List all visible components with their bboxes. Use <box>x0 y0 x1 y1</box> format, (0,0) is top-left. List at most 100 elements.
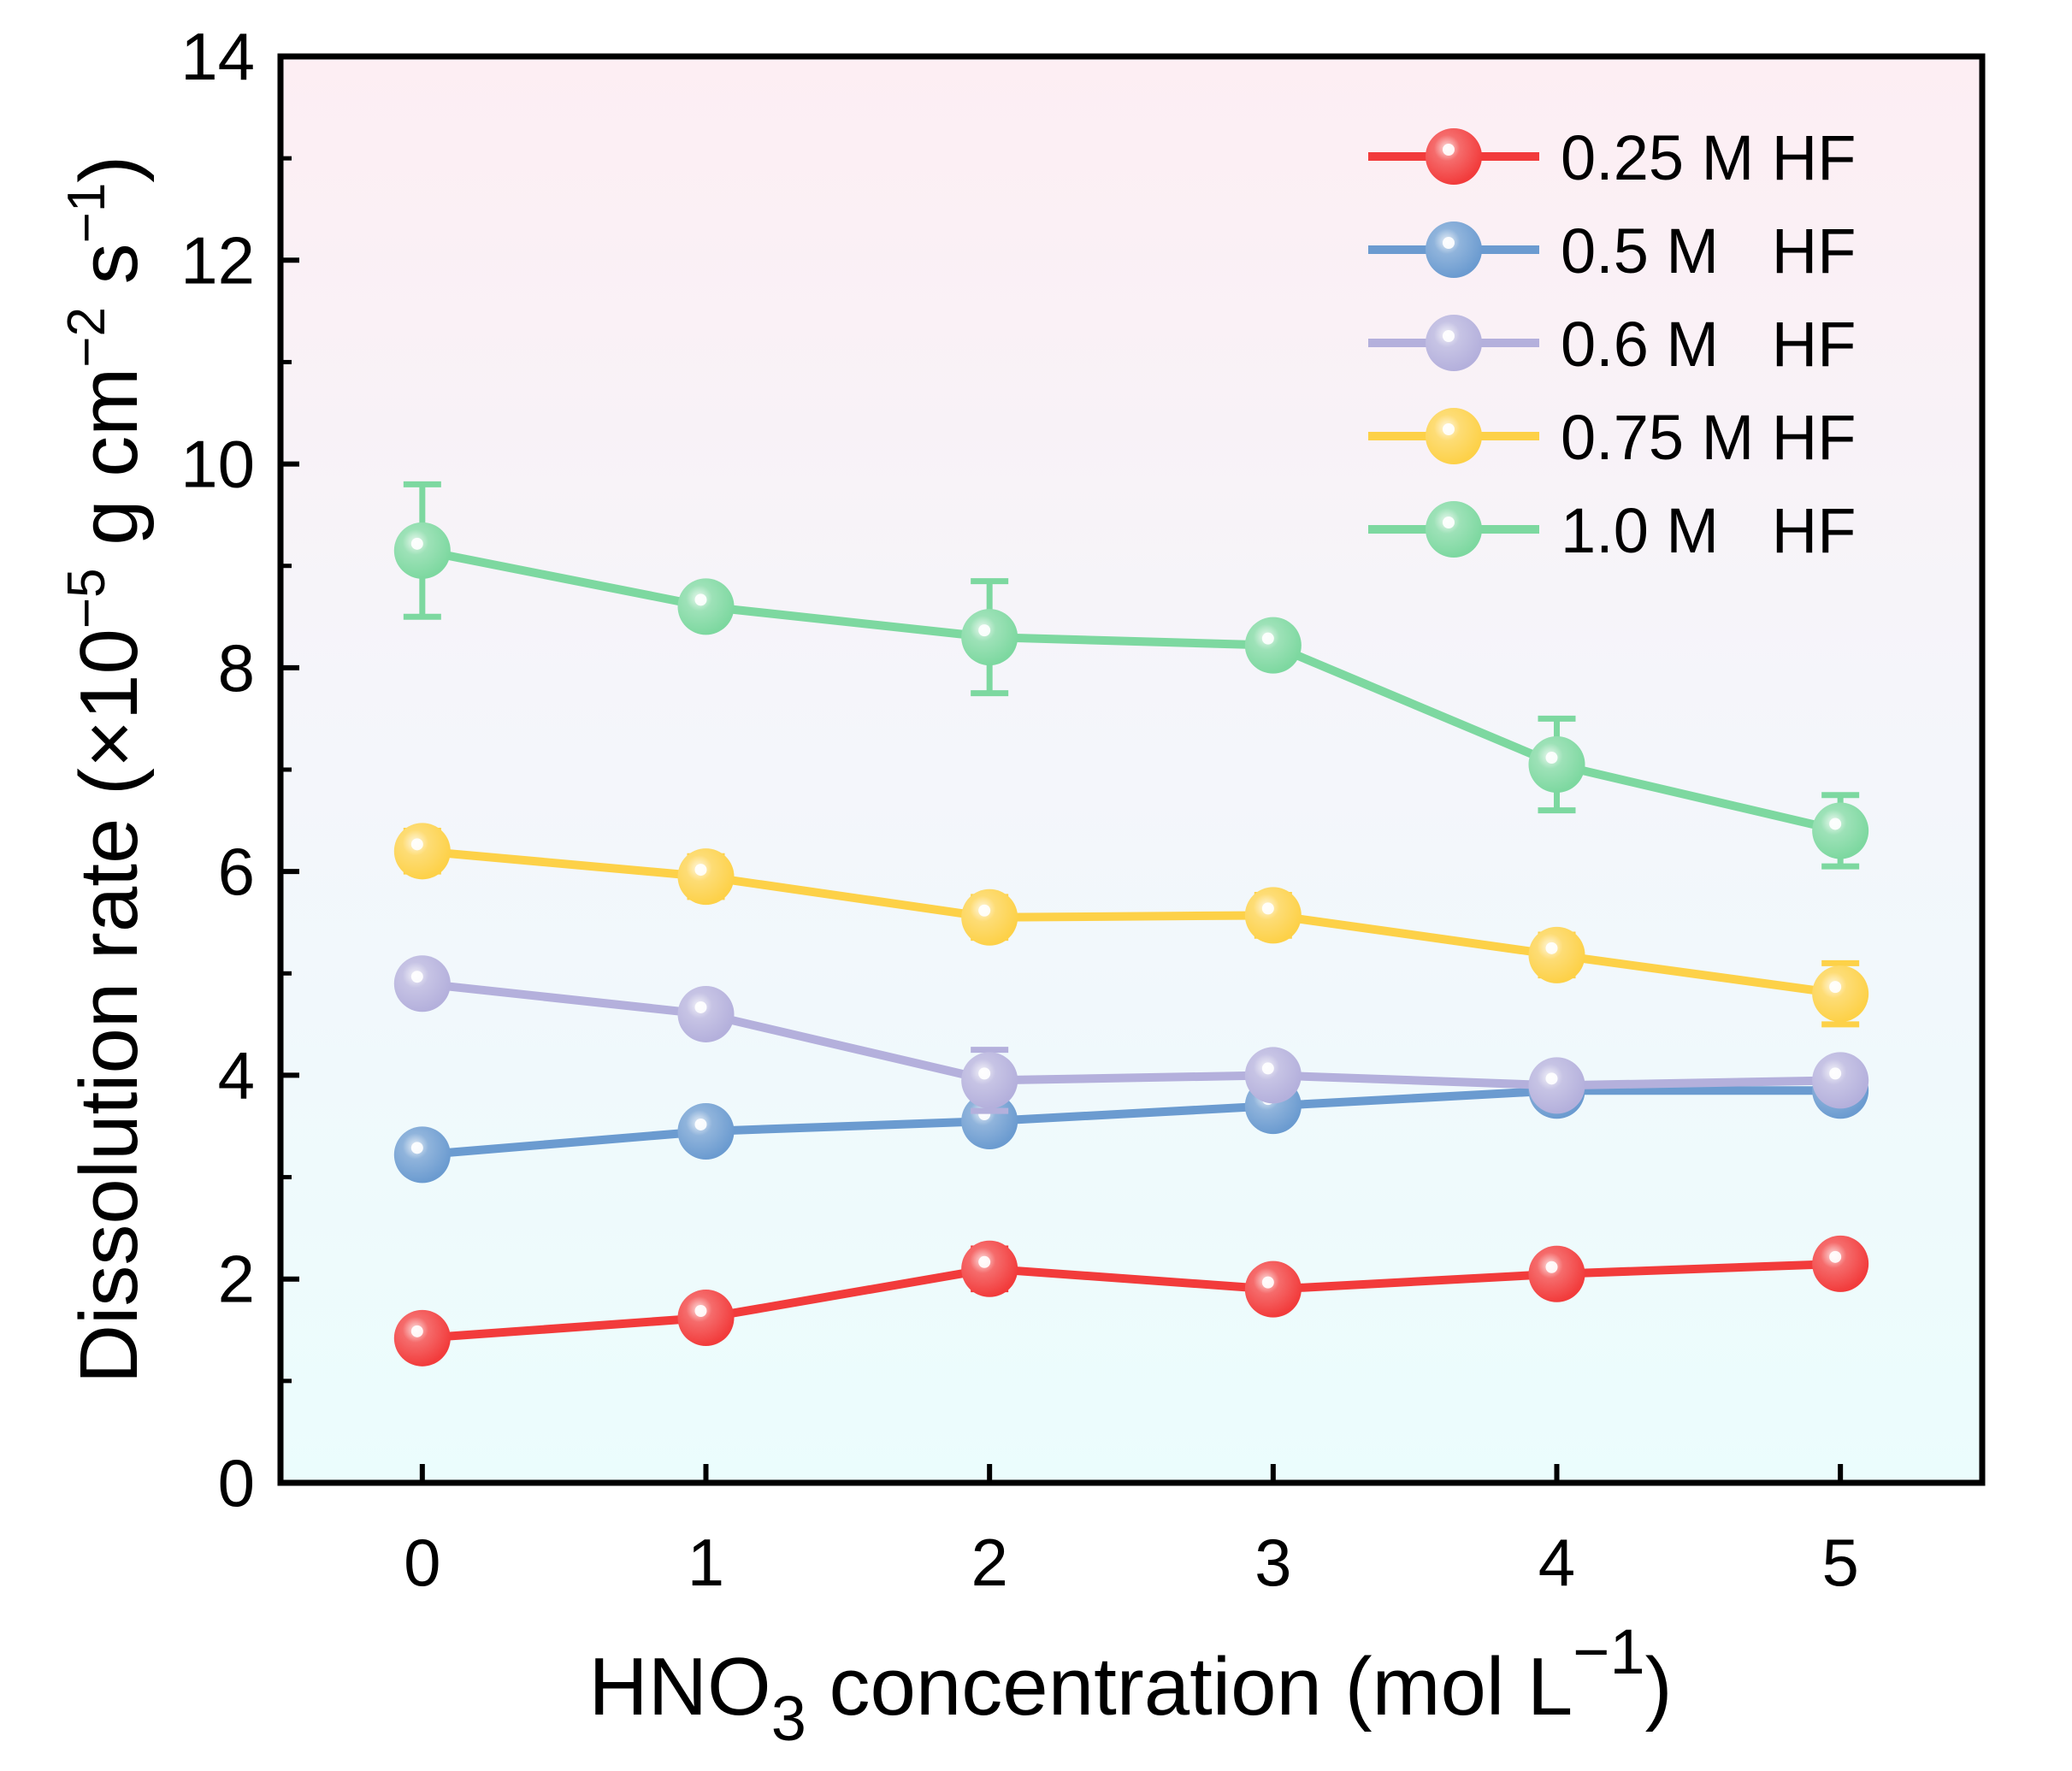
data-point-highlight <box>393 1309 451 1367</box>
data-point-glint <box>410 971 423 983</box>
data-point-highlight <box>677 848 735 906</box>
legend-marker-glint <box>1443 517 1455 528</box>
legend-label: 0.25 M HF <box>1561 122 1856 193</box>
data-point-glint <box>1545 752 1558 764</box>
data-point-glint <box>1545 1072 1558 1085</box>
series-2 <box>393 955 1869 1114</box>
data-point-highlight <box>677 578 735 635</box>
data-point-glint <box>1545 942 1558 954</box>
plot-background <box>280 56 1982 1483</box>
data-point-highlight <box>1528 1245 1585 1302</box>
data-point-highlight <box>1528 1057 1585 1114</box>
x-tick-label: 3 <box>1254 1525 1291 1600</box>
legend-item-2: 0.6 M HF <box>1368 309 1856 380</box>
series-line <box>421 546 1842 835</box>
y-tick-label: 10 <box>180 427 255 502</box>
data-point-highlight <box>393 1126 451 1184</box>
data-point-glint <box>694 864 707 877</box>
series-line <box>422 847 1841 999</box>
y-axis-title-sup1: −5 <box>57 568 116 629</box>
legend-item-4: 1.0 M HF <box>1368 495 1856 566</box>
y-axis-title-sup2: −2 <box>57 307 116 368</box>
data-point-highlight <box>1528 926 1585 983</box>
data-point-highlight <box>1244 1260 1302 1318</box>
y-axis-title-text: Dissolution rate (×10 <box>63 629 155 1384</box>
data-point-glint <box>1829 1250 1842 1263</box>
data-point-glint <box>694 593 707 606</box>
data-point-highlight <box>1244 887 1302 944</box>
series-3 <box>393 823 1869 1028</box>
x-tick-label: 1 <box>688 1525 724 1600</box>
legend-marker-glint <box>1443 330 1455 342</box>
data-point-highlight <box>677 1289 735 1346</box>
data-point-glint <box>978 624 991 637</box>
y-axis-title-unit-s: s <box>63 243 155 307</box>
legend-marker-highlight <box>1426 221 1482 278</box>
legend-marker-highlight <box>1426 408 1482 464</box>
legend-item-1: 0.5 M HF <box>1368 215 1856 286</box>
y-tick-label: 8 <box>218 630 255 705</box>
x-axis-title-sup: −1 <box>1573 1616 1644 1687</box>
data-point-highlight <box>393 955 451 1012</box>
legend-marker-glint <box>1443 237 1455 249</box>
data-point-glint <box>1829 818 1842 830</box>
data-point-glint <box>978 1255 991 1268</box>
data-point-glint <box>410 1142 423 1154</box>
legend-marker-glint <box>1443 144 1455 156</box>
data-point-glint <box>1261 1276 1274 1289</box>
data-point-highlight <box>1812 1235 1869 1292</box>
data-point-glint <box>694 1304 707 1317</box>
legend-label: 0.6 M HF <box>1561 309 1856 380</box>
data-point-glint <box>978 904 991 917</box>
y-axis-title-unit-g: g cm <box>63 368 155 569</box>
data-point-highlight <box>1812 965 1869 1023</box>
x-axis-title: HNO3 concentration (mol L−1) <box>588 1616 1672 1754</box>
y-axis-title-sup3: −1 <box>57 183 116 244</box>
x-tick-label: 5 <box>1821 1525 1858 1600</box>
series-line <box>422 1259 1841 1343</box>
series-4 <box>393 481 1869 870</box>
series-line <box>422 979 1841 1090</box>
x-tick-label: 0 <box>404 1525 440 1600</box>
legend-label: 0.75 M HF <box>1561 402 1856 473</box>
data-point-highlight <box>961 1052 1018 1109</box>
data-point-highlight <box>961 888 1018 946</box>
data-point-highlight <box>393 823 451 880</box>
y-tick-label: 0 <box>218 1445 255 1520</box>
legend-item-3: 0.75 M HF <box>1368 402 1856 473</box>
legend-label: 1.0 M HF <box>1561 495 1856 566</box>
legend-marker-highlight <box>1426 315 1482 371</box>
data-point-glint <box>410 537 423 550</box>
y-tick-label: 6 <box>218 834 255 909</box>
legend-marker-glint <box>1443 423 1455 435</box>
data-point-highlight <box>1812 802 1869 859</box>
series-0 <box>393 1235 1869 1367</box>
y-tick-label: 12 <box>180 222 255 298</box>
data-point-highlight <box>961 1240 1018 1297</box>
data-point-glint <box>1829 1067 1842 1080</box>
data-point-highlight <box>961 609 1018 666</box>
data-point-highlight <box>677 985 735 1042</box>
x-tick-label: 4 <box>1538 1525 1575 1600</box>
legend: 0.25 M HF 0.5 M HF 0.6 M HF 0.75 M HF 1.0 M … <box>1368 122 1856 566</box>
data-point-highlight <box>1244 1047 1302 1104</box>
data-point-glint <box>1829 981 1842 994</box>
y-tick-label: 2 <box>218 1242 255 1317</box>
x-axis-title-close: ) <box>1645 1641 1673 1733</box>
x-axis-title-sub: 3 <box>771 1683 806 1754</box>
plot-frame <box>277 53 1986 1486</box>
legend-marker-highlight <box>1426 128 1482 185</box>
series-layer <box>393 481 1869 1367</box>
y-tick-label: 4 <box>218 1037 255 1113</box>
x-tick-label: 2 <box>971 1525 1007 1600</box>
data-point-glint <box>1261 632 1274 645</box>
data-point-highlight <box>1528 736 1585 794</box>
x-axis-title-text: HNO <box>588 1641 770 1733</box>
data-point-glint <box>1261 902 1274 915</box>
data-point-glint <box>410 1325 423 1337</box>
data-point-highlight <box>1812 1052 1869 1109</box>
data-point-highlight <box>1244 617 1302 674</box>
data-point-glint <box>1545 1260 1558 1273</box>
